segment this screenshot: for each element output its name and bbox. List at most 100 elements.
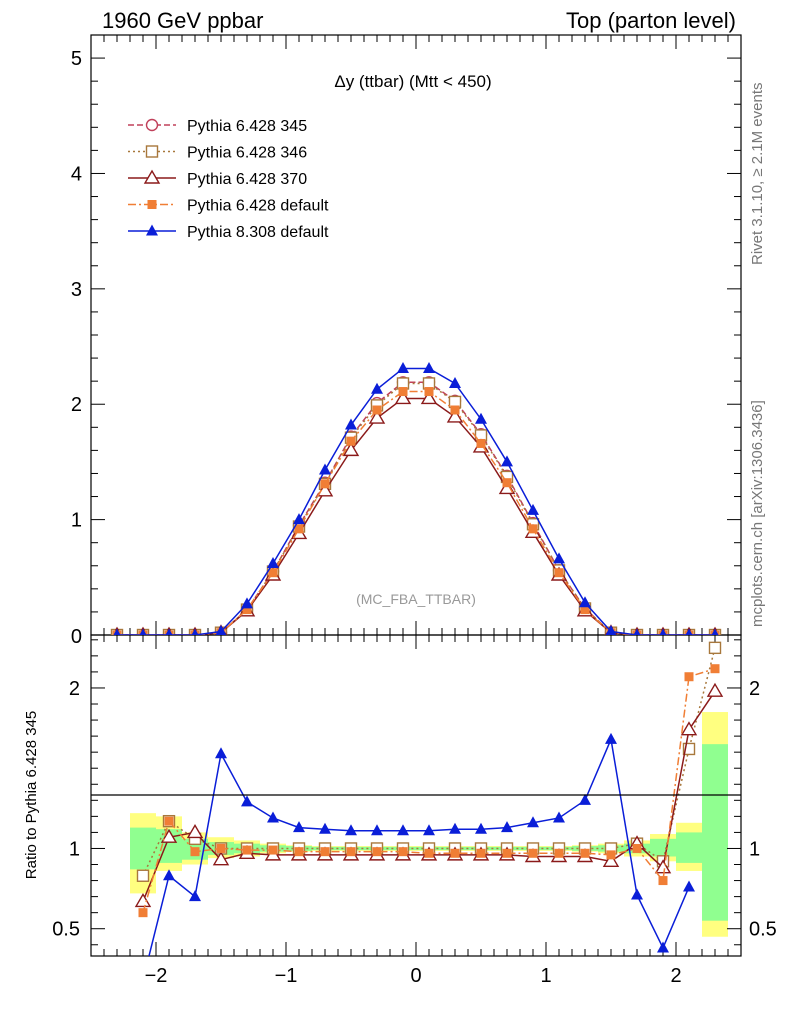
data-point — [553, 552, 565, 564]
data-point — [450, 848, 460, 858]
data-point — [685, 628, 693, 635]
data-point — [372, 847, 382, 857]
data-point — [449, 376, 461, 388]
data-point — [293, 513, 305, 525]
data-point — [527, 816, 539, 828]
data-point — [501, 455, 513, 467]
data-point — [160, 828, 178, 843]
data-point — [268, 568, 278, 578]
data-point — [528, 524, 538, 534]
x-tick-label: 0 — [410, 965, 421, 987]
ratio-series-pythia-8-308-default — [148, 732, 695, 956]
data-point — [446, 408, 464, 423]
data-point — [145, 118, 159, 132]
data-point — [580, 605, 590, 615]
y-tick-label: 1 — [71, 510, 82, 532]
header-left: 1960 GeV ppbar — [102, 8, 263, 33]
ratio-series-group — [134, 641, 724, 956]
data-point — [293, 821, 305, 833]
data-point — [602, 852, 620, 868]
y-tick-label: 5 — [71, 48, 82, 70]
data-point — [191, 628, 199, 635]
data-point — [165, 628, 173, 635]
main-series-group — [110, 361, 722, 635]
data-point — [554, 568, 564, 578]
data-point — [502, 848, 512, 858]
data-point — [190, 847, 200, 857]
data-point — [398, 387, 408, 397]
data-point — [186, 824, 204, 839]
y-tick-label: 3 — [71, 279, 82, 301]
data-point — [145, 145, 159, 158]
legend-entry: Pythia 8.308 default — [128, 224, 329, 241]
data-point — [267, 556, 279, 568]
series-pythia-8-308-default — [113, 361, 719, 635]
data-point — [139, 628, 147, 635]
data-point — [241, 597, 253, 609]
band-inner — [650, 838, 676, 857]
data-point — [424, 848, 434, 858]
data-point — [164, 816, 174, 826]
data-point — [320, 479, 330, 489]
data-point — [268, 845, 278, 855]
data-point — [146, 224, 158, 236]
legend-label: Pythia 6.428 345 — [187, 118, 307, 135]
axis-ticks — [91, 35, 741, 956]
data-point — [216, 843, 226, 853]
axis-tick-labels: 1 2 3 4 5 0 0.5 0.5 1 1 2 2 −2 −1 0 1 2 — [52, 48, 777, 987]
data-point — [319, 463, 331, 475]
legend: Pythia 6.428 345 Pythia 6.428 346 Pythia 6… — [128, 118, 329, 241]
data-point — [606, 850, 616, 860]
ratio-y-tick-label-right: 1 — [749, 838, 760, 860]
data-point — [605, 625, 617, 635]
data-point — [294, 524, 304, 534]
data-point — [320, 847, 330, 857]
data-point — [113, 628, 121, 635]
data-point — [708, 641, 722, 655]
data-point — [316, 482, 334, 497]
series-line — [142, 690, 716, 902]
series-line — [142, 647, 716, 877]
data-point — [212, 851, 230, 866]
data-point — [242, 605, 252, 615]
data-point — [684, 672, 694, 682]
data-point — [398, 847, 408, 857]
data-point — [711, 628, 719, 635]
data-point — [147, 200, 157, 209]
data-point — [397, 361, 409, 373]
data-point — [654, 859, 672, 874]
data-point — [372, 405, 382, 415]
data-point — [658, 876, 668, 886]
band-inner — [676, 832, 702, 863]
series-line — [148, 736, 690, 956]
data-point — [163, 869, 175, 881]
ratio-y-tick-label: 1 — [69, 838, 80, 860]
data-point — [294, 847, 304, 857]
data-point — [450, 405, 460, 415]
legend-entry: Pythia 6.428 346 — [128, 145, 307, 162]
data-point — [424, 387, 434, 397]
data-point — [342, 441, 360, 457]
data-point — [579, 793, 591, 805]
data-point — [553, 811, 565, 823]
data-point — [475, 822, 487, 834]
data-point — [476, 438, 486, 448]
legend-label: Pythia 6.428 346 — [187, 145, 307, 162]
data-point — [632, 843, 642, 853]
ratio-y-tick-label-right: 0.5 — [749, 919, 777, 941]
legend-label: Pythia 8.308 default — [187, 224, 329, 241]
data-point — [319, 822, 331, 834]
data-point — [683, 880, 695, 892]
y-tick-label: 4 — [71, 163, 82, 185]
data-point — [423, 361, 435, 373]
x-tick-label: 2 — [670, 965, 681, 987]
data-point — [659, 628, 667, 635]
data-point — [633, 628, 641, 635]
data-point — [397, 824, 409, 836]
y-tick-label: 2 — [71, 394, 82, 416]
data-point — [136, 869, 150, 882]
data-point — [528, 848, 538, 858]
data-point — [267, 811, 279, 823]
plot-title: Δy (ttbar) (Mtt < 450) — [334, 72, 491, 91]
